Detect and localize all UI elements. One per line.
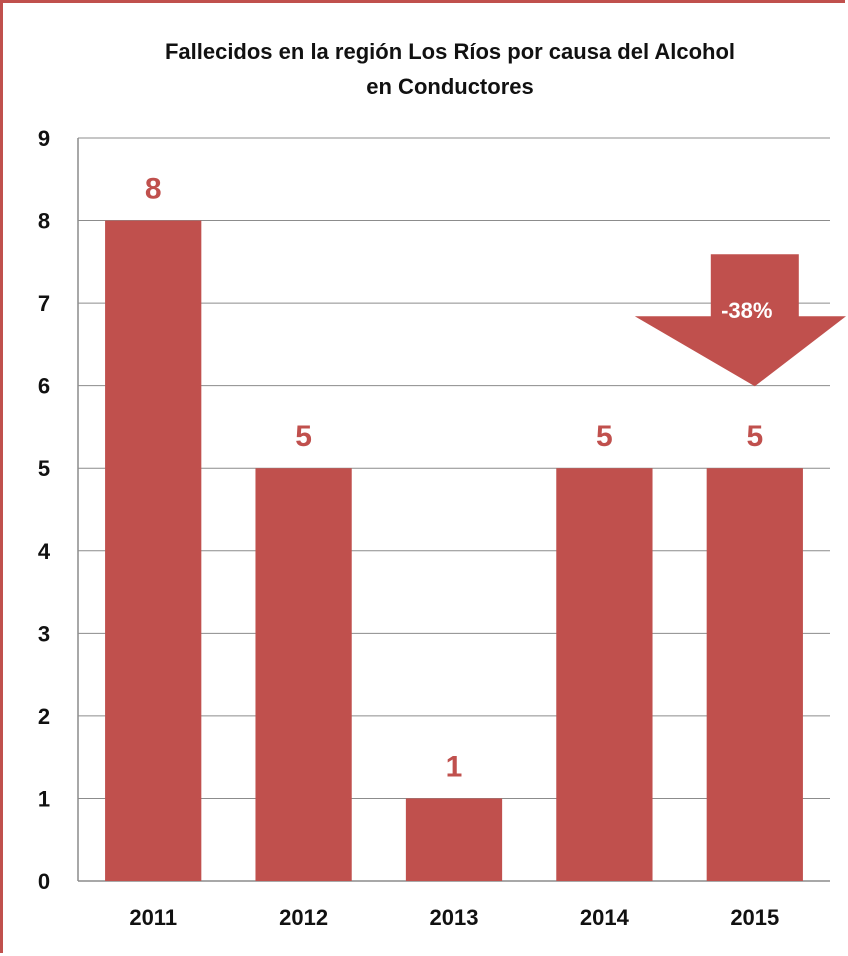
gridlines — [77, 137, 830, 882]
data-label-2015: 5 — [746, 420, 763, 453]
y-tick-label-0: 0 — [38, 869, 50, 894]
y-tick-label-5: 5 — [38, 456, 50, 481]
chart-title-line-1: Fallecidos en la región Los Ríos por cau… — [164, 39, 736, 64]
bar-2014 — [556, 468, 653, 881]
x-tick-label-2013: 2013 — [430, 905, 479, 930]
y-tick-label-7: 7 — [38, 291, 50, 316]
data-label-2011: 8 — [145, 173, 162, 206]
y-tick-label-2: 2 — [38, 704, 50, 729]
bar-2011 — [105, 220, 202, 882]
y-tick-label-1: 1 — [38, 786, 50, 811]
bar-2012 — [255, 468, 352, 881]
y-tick-label-9: 9 — [38, 126, 50, 151]
bar-2015 — [706, 468, 803, 881]
data-label-2014: 5 — [596, 420, 613, 453]
x-tick-label-2012: 2012 — [279, 905, 328, 930]
x-tick-label-2015: 2015 — [730, 905, 779, 930]
y-tick-label-6: 6 — [38, 374, 50, 399]
bar-2013 — [405, 798, 503, 881]
data-labels: 8 5 1 5 5 — [145, 173, 763, 784]
y-axis-tick-labels: 0 1 2 3 4 5 6 7 8 9 — [38, 126, 51, 894]
chart-title: Fallecidos en la región Los Ríos por cau… — [60, 34, 840, 104]
y-tick-label-8: 8 — [38, 209, 50, 234]
percent-change-label: -38% — [721, 298, 772, 323]
data-label-2012: 5 — [295, 420, 312, 453]
down-arrow-shape — [634, 254, 846, 387]
y-tick-label-4: 4 — [38, 539, 51, 564]
x-axis-tick-labels: 2011 2012 2013 2014 2015 — [129, 905, 779, 930]
x-tick-label-2011: 2011 — [129, 905, 177, 930]
bars — [105, 220, 803, 882]
y-tick-label-3: 3 — [38, 621, 50, 646]
data-label-2013: 1 — [446, 750, 463, 783]
change-arrow-annotation: -38% — [634, 254, 846, 387]
x-tick-label-2014: 2014 — [580, 905, 630, 930]
chart-title-line-2: en Conductores — [366, 74, 534, 99]
